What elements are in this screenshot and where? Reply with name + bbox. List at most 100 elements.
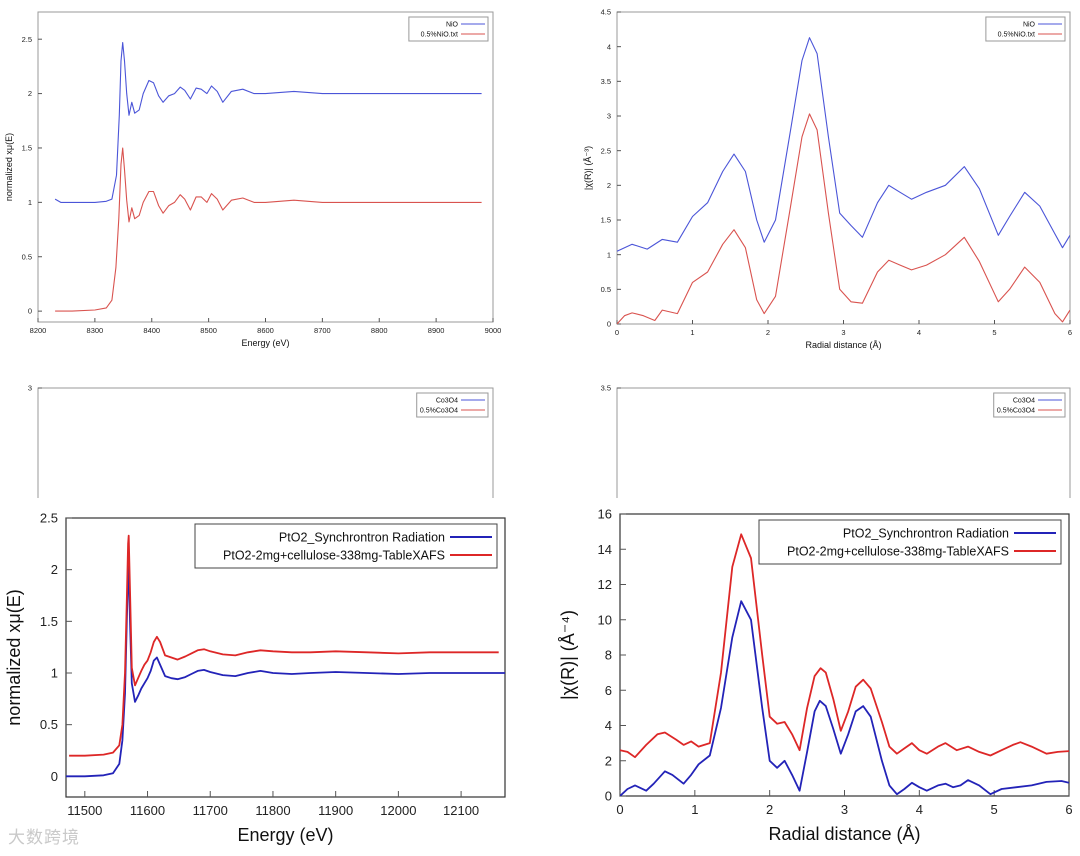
legend-label: 0.5%NiO.txt [998,31,1035,38]
x-tick-label: 0 [616,802,623,817]
legend-label: NiO [446,21,459,28]
legend-box [194,523,498,569]
y-tick-label: 10 [598,612,612,627]
x-tick-label: 12000 [380,803,416,818]
y-tick-label: 2.5 [601,146,611,155]
plot-frame [37,11,494,323]
x-tick-label: 1 [690,328,694,337]
series-line-pto2-2mg-cellulose-338mg-tablexafs [620,533,1069,759]
x-tick-label: 11800 [255,803,290,818]
x-tick-label: 6 [1065,802,1072,817]
y-tick-label: 2 [607,181,611,190]
y-tick-label: 4 [605,718,612,733]
x-axis-label: Radial distance (Å) [805,340,881,350]
y-axis-label: normalized xμ(E) [4,133,14,201]
x-tick-label: 3 [841,802,848,817]
legend-box [416,392,489,418]
x-tick-label: 8500 [200,326,217,335]
chart-co3o4-ft: 3.5 Co3O4 0.5%Co3O4 [601,384,1071,498]
plot-frame [616,387,1071,498]
y-tick-label: 2 [605,753,612,768]
legend: Co3O4 0.5%Co3O4 [416,392,489,418]
y-tick-label: 2.5 [22,35,32,44]
y-tick-label: 16 [598,507,612,522]
x-tick-label: 11500 [67,803,102,818]
legend: NiO 0.5%NiO.txt [408,16,489,42]
legend-label: 0.5%Co3O4 [997,407,1035,414]
x-tick-label: 8200 [30,326,47,335]
x-tick-label: 12100 [443,803,479,818]
y-tick-label: 0 [607,320,611,329]
legend: PtO2_Synchrontron Radiation PtO2-2mg+cell… [194,523,498,569]
chart-nio-ft: 0 0.5 1 1.5 2 2.5 3 3.5 4 4.5 0 1 2 3 4 5 6 Radial distan… [583,8,1072,350]
legend-box [408,16,489,42]
legend-label: Co3O4 [436,397,458,404]
y-tick-label: 8 [605,648,612,663]
y-tick-label: 3.5 [601,77,611,86]
legend-label: PtO2-2mg+cellulose-338mg-TableXAFS [223,548,445,562]
legend-label: NiO [1023,21,1036,28]
x-tick-label: 4 [917,328,921,337]
series-line-pto2-2mg-cellulose-338mg-tablexafs [69,534,499,757]
y-tick-label: 0 [51,769,58,784]
x-tick-label: 8900 [428,326,445,335]
y-tick-label: 4 [607,42,611,51]
x-tick-label: 0 [615,328,619,337]
series-group [54,41,482,312]
y-tick-label: 3 [607,112,611,121]
legend: Co3O4 0.5%Co3O4 [993,392,1066,418]
legend-box [993,392,1066,418]
y-tick-label: 3 [28,384,32,393]
legend-label: PtO2-2mg+cellulose-338mg-TableXAFS [787,544,1009,558]
x-tick-label: 8400 [143,326,160,335]
chart-pto2-xanes: 0 0.5 1 1.5 2 2.5 11500 11600 11700 11800 11900 120… [4,511,506,845]
legend-label: PtO2_Synchrontron Radiation [843,526,1009,540]
chart-co3o4-xanes: 3 Co3O4 0.5%Co3O4 [28,384,494,498]
series-line-nio [617,37,1070,252]
y-tick-label: 6 [605,683,612,698]
legend-label: Co3O4 [1013,397,1035,404]
legend-label: 0.5%Co3O4 [420,407,458,414]
y-axis-label: |χ(R)| (Å⁻⁴) [558,610,578,700]
y-tick-label: 1 [28,198,32,207]
x-tick-label: 11700 [193,803,228,818]
plot-frame [65,517,506,798]
x-axis-label: Energy (eV) [237,825,333,845]
y-tick-label: 12 [598,577,612,592]
y-tick-label: 1.5 [22,144,32,153]
series-group [620,533,1069,796]
series-group [617,37,1070,324]
y-tick-label: 1 [51,666,58,681]
legend: PtO2_Synchrontron Radiation PtO2-2mg+cell… [758,519,1062,565]
x-tick-label: 2 [766,802,773,817]
y-axis-label: |χ(R)| (Å⁻³) [583,146,593,190]
watermark-logo: 大数跨境 [8,828,80,848]
legend-label: PtO2_Synchrontron Radiation [279,530,445,544]
x-tick-label: 2 [766,328,770,337]
series-line-pto2-synchrontron-radiation [620,600,1069,796]
chart-nio-xanes: 0 0.5 1 1.5 2 2.5 8200 8300 8400 8500 8600 8700 8800… [4,11,501,348]
x-tick-label: 4 [916,802,923,817]
series-group [66,534,505,778]
legend-label: 0.5%NiO.txt [421,31,458,38]
x-tick-label: 8800 [371,326,388,335]
plot-frame [616,11,1071,325]
y-axis-label: normalized xμ(E) [4,589,24,725]
y-tick-label: 0.5 [40,717,58,732]
x-tick-label: 8300 [87,326,104,335]
x-tick-label: 5 [992,328,996,337]
x-tick-label: 8700 [314,326,331,335]
legend-box [758,519,1062,565]
x-axis-label: Radial distance (Å) [768,824,920,844]
y-tick-label: 0 [605,789,612,804]
y-tick-label: 2 [51,562,58,577]
y-tick-label: 2 [28,89,32,98]
y-tick-label: 0.5 [601,285,611,294]
y-tick-label: 4.5 [601,8,611,17]
legend: NiO 0.5%NiO.txt [985,16,1066,42]
x-tick-label: 5 [991,802,998,817]
y-tick-label: 1.5 [601,216,611,225]
x-tick-label: 6 [1068,328,1072,337]
